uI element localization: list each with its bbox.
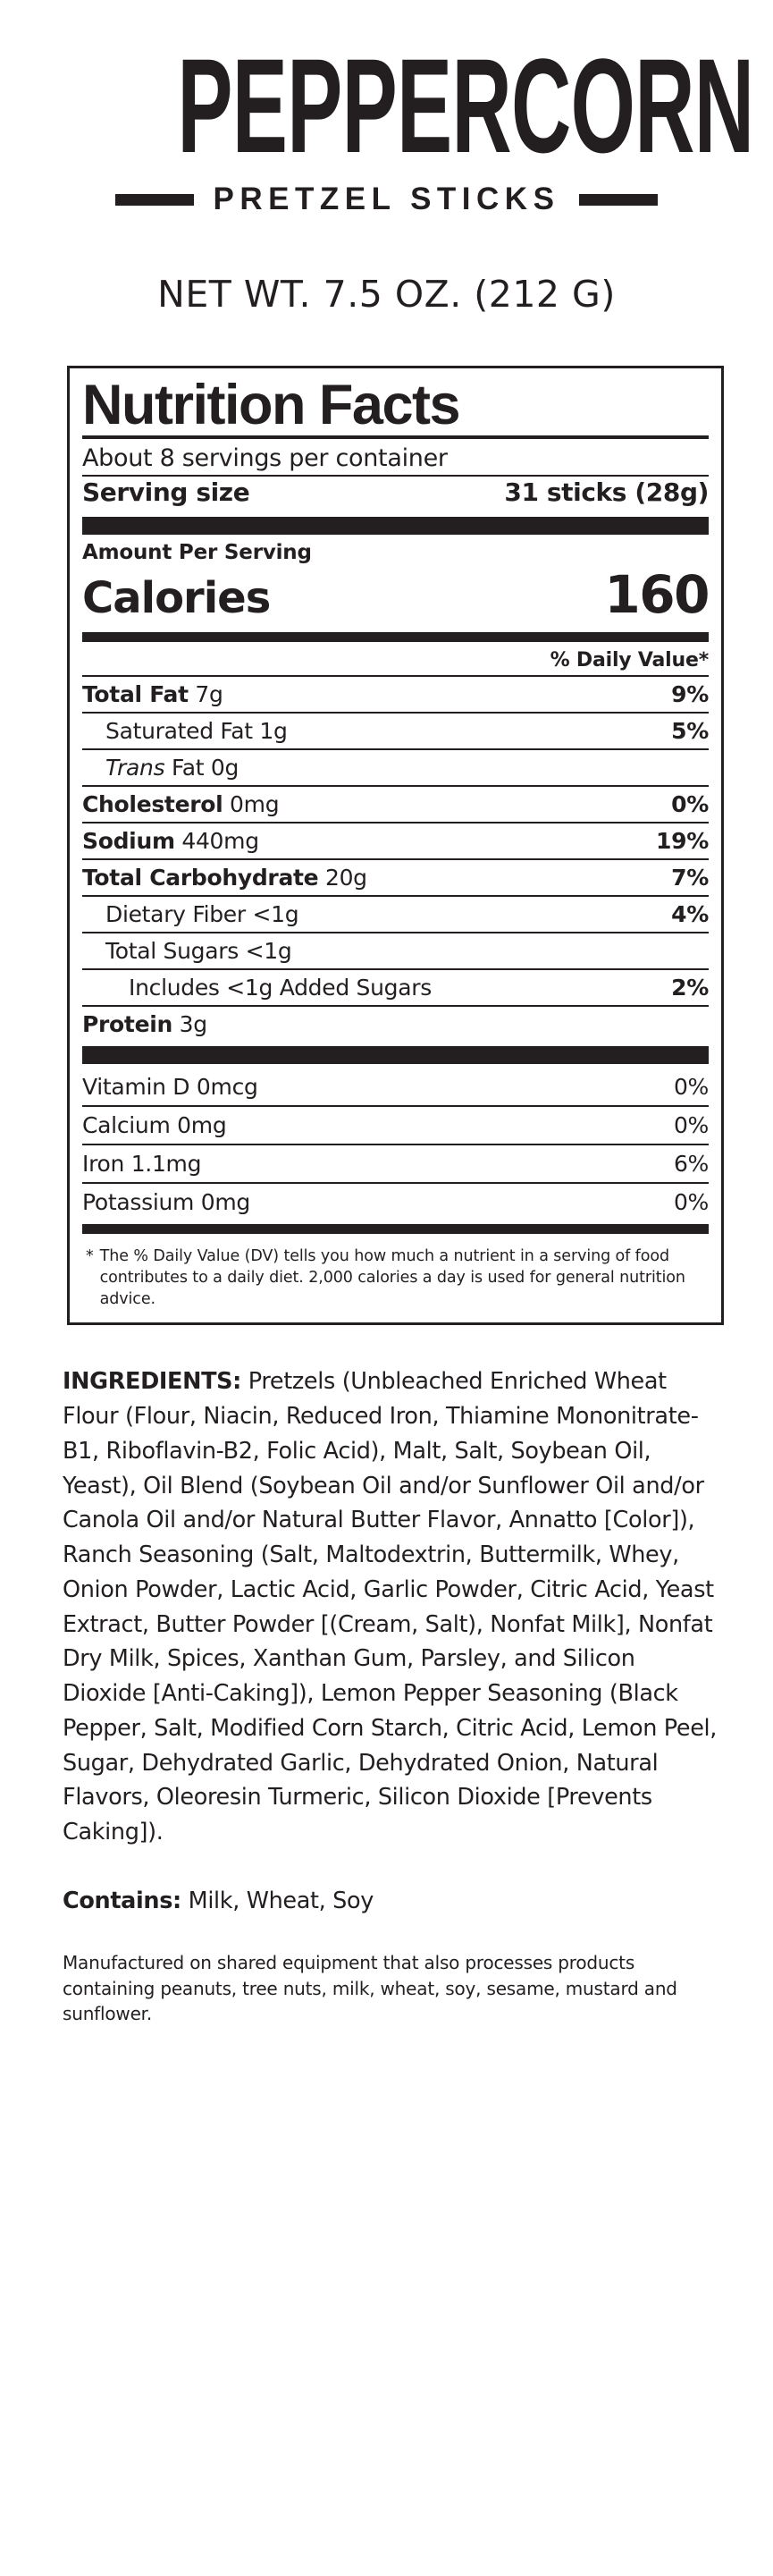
serving-size-value: 31 sticks (28g)	[504, 477, 709, 507]
nutrient-label: Total Carbohydrate 20g	[82, 865, 367, 891]
row-divider	[82, 748, 709, 750]
thick-divider-bottom	[82, 1046, 709, 1064]
nutrient-row: Total Carbohydrate 20g 7%	[82, 860, 709, 895]
servings-per-container: About 8 servings per container	[82, 444, 448, 472]
footnote-star: *	[86, 1247, 94, 1265]
nutrient-label: Total Sugars <1g	[105, 938, 292, 964]
row-divider	[82, 1105, 709, 1107]
divider-under-calories	[82, 632, 709, 642]
row-divider	[82, 968, 709, 970]
divider-under-servings	[82, 475, 709, 477]
shared-equipment-disclaimer: Manufactured on shared equipment that al…	[63, 1952, 677, 2024]
micronutrient-row: Vitamin D 0mcg 0%	[82, 1068, 709, 1105]
ingredients-heading: INGREDIENTS:	[63, 1368, 241, 1396]
nutrient-daily-value: 5%	[671, 718, 709, 744]
net-weight: NET WT. 7.5 OZ. (212 G)	[157, 273, 616, 316]
nutrient-daily-value: 7%	[671, 865, 709, 891]
calories-label: Calories	[82, 573, 271, 623]
nutrient-row: Trans Fat 0g	[82, 750, 709, 785]
row-divider	[82, 932, 709, 933]
nutrient-row: Total Fat 7g 9%	[82, 677, 709, 712]
micronutrient-row: Calcium 0mg 0%	[82, 1107, 709, 1144]
nutrition-facts-title: Nutrition Facts	[82, 374, 461, 436]
serving-size-row: Serving size 31 sticks (28g)	[82, 477, 709, 512]
amount-per-serving-label: Amount Per Serving	[82, 541, 312, 564]
nutrient-row: Saturated Fat 1g 5%	[82, 714, 709, 748]
nutrient-label: Sodium 440mg	[82, 828, 259, 854]
row-divider	[82, 895, 709, 897]
nutrient-row: Includes <1g Added Sugars 2%	[82, 970, 709, 1005]
nutrient-label: Cholesterol 0mg	[82, 791, 280, 817]
divider-under-dv-header	[82, 675, 709, 677]
micronutrient-daily-value: 0%	[673, 1189, 709, 1215]
ingredients-text: Pretzels (Unbleached Enriched Wheat Flou…	[63, 1368, 718, 1846]
nutrient-daily-value: 2%	[671, 975, 709, 1001]
nutrient-daily-value: 19%	[656, 828, 709, 854]
brand-header: PEPPERCORN RANCH PRETZEL STICKS NET WT. …	[0, 0, 773, 316]
row-divider	[82, 1005, 709, 1007]
product-subtitle: PRETZEL STICKS	[213, 182, 560, 216]
micronutrient-label: Vitamin D 0mcg	[82, 1074, 258, 1100]
nutrient-label: Saturated Fat 1g	[105, 718, 288, 744]
divider-above-footnote	[82, 1224, 709, 1234]
micronutrient-label: Calcium 0mg	[82, 1112, 227, 1138]
calories-row: Calories 160	[82, 564, 710, 629]
right-rule-bar	[579, 193, 659, 206]
micronutrient-daily-value: 6%	[673, 1151, 709, 1177]
row-divider	[82, 785, 709, 787]
nutrient-daily-value: 0%	[671, 791, 709, 817]
micronutrient-row: Potassium 0mg 0%	[82, 1184, 709, 1220]
nutrition-facts-panel: Nutrition Facts About 8 servings per con…	[67, 366, 724, 1326]
product-title: PEPPERCORN RANCH	[177, 30, 773, 181]
row-divider	[82, 1144, 709, 1145]
nutrient-daily-value: 9%	[671, 681, 709, 707]
nutrient-rows: Total Fat 7g 9% Saturated Fat 1g 5% Trans Fa…	[82, 677, 709, 1042]
calories-value: 160	[604, 564, 710, 625]
nutrient-row: Total Sugars <1g	[82, 933, 709, 968]
micronutrient-label: Iron 1.1mg	[82, 1151, 202, 1177]
footnote-text: The % Daily Value (DV) tells you how muc…	[99, 1247, 685, 1309]
daily-value-footnote: * The % Daily Value (DV) tells you how m…	[82, 1237, 709, 1312]
micronutrient-label: Potassium 0mg	[82, 1189, 250, 1215]
row-divider	[82, 858, 709, 860]
divider-under-title	[82, 435, 709, 439]
nutrient-row: Cholesterol 0mg 0%	[82, 787, 709, 822]
contains-block: Contains: Milk, Wheat, Soy	[63, 1884, 724, 1918]
row-divider	[82, 1182, 709, 1184]
left-rule-bar	[114, 193, 194, 206]
nutrient-row: Sodium 440mg 19%	[82, 823, 709, 858]
nutrition-facts-panel-wrap: Nutrition Facts About 8 servings per con…	[67, 366, 724, 1326]
row-divider	[82, 712, 709, 714]
serving-size-label: Serving size	[82, 477, 250, 507]
thick-divider-top	[82, 517, 709, 535]
nutrient-label: Trans Fat 0g	[105, 755, 239, 781]
nutrient-daily-value: 4%	[671, 901, 709, 927]
nutrient-label: Dietary Fiber <1g	[105, 901, 299, 927]
contains-text: Milk, Wheat, Soy	[181, 1887, 374, 1914]
contains-heading: Contains:	[63, 1887, 181, 1914]
nutrient-label: Total Fat 7g	[82, 681, 223, 707]
micronutrient-row: Iron 1.1mg 6%	[82, 1145, 709, 1182]
nutrient-row: Dietary Fiber <1g 4%	[82, 897, 709, 932]
micronutrient-rows: Vitamin D 0mcg 0% Calcium 0mg 0% Iron 1.1mg 6…	[82, 1068, 709, 1220]
nutrient-row: Protein 3g	[82, 1007, 709, 1042]
nutrient-label: Protein 3g	[82, 1011, 207, 1037]
row-divider	[82, 822, 709, 823]
ingredients-block: INGREDIENTS: Pretzels (Unbleached Enrich…	[63, 1364, 724, 1850]
daily-value-header: % Daily Value*	[550, 649, 710, 671]
product-subtitle-row: PRETZEL STICKS	[49, 182, 724, 217]
micronutrient-daily-value: 0%	[673, 1112, 709, 1138]
nutrient-label: Includes <1g Added Sugars	[129, 975, 432, 1001]
micronutrient-daily-value: 0%	[673, 1074, 709, 1100]
